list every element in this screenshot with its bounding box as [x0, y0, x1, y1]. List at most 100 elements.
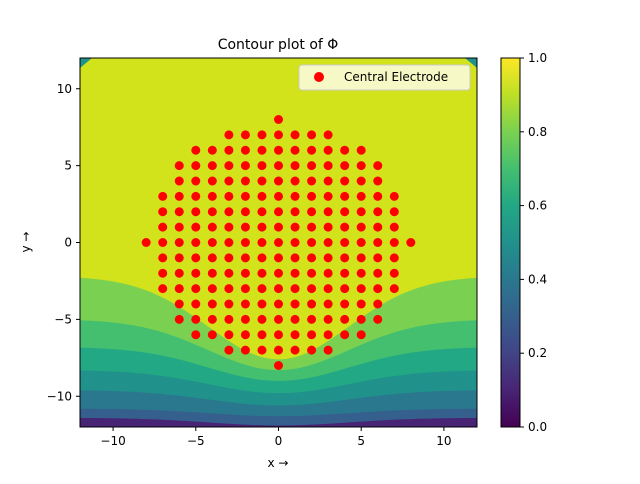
scatter-point [340, 207, 350, 217]
scatter-point [224, 161, 234, 171]
scatter-point [290, 345, 300, 355]
scatter-point [257, 314, 267, 324]
scatter-point [224, 330, 234, 340]
scatter-point [290, 176, 300, 186]
scatter-point [224, 176, 234, 186]
scatter-point [274, 115, 283, 124]
scatter-point [340, 268, 350, 278]
x-tick-label: 5 [357, 434, 365, 448]
scatter-point [257, 191, 267, 201]
scatter-point [240, 161, 250, 171]
scatter-point [373, 314, 383, 324]
scatter-point [406, 238, 416, 247]
scatter-point [174, 207, 184, 217]
scatter-point [290, 191, 300, 201]
scatter-point [356, 253, 366, 263]
scatter-point [356, 238, 366, 247]
scatter-point [323, 268, 333, 278]
scatter-point [174, 238, 184, 247]
scatter-point [158, 268, 168, 278]
scatter-point [356, 222, 366, 232]
scatter-point [174, 161, 184, 171]
scatter-point [290, 314, 300, 324]
scatter-point [207, 207, 217, 217]
scatter-point [323, 238, 333, 247]
scatter-point [389, 238, 399, 247]
scatter-point [340, 299, 350, 309]
scatter-point [191, 330, 201, 340]
scatter-point [224, 207, 234, 217]
scatter-point [373, 253, 383, 263]
scatter-point [207, 268, 217, 278]
scatter-point [158, 253, 168, 263]
scatter-point [290, 222, 300, 232]
scatter-point [323, 161, 333, 171]
scatter-point [290, 207, 300, 217]
x-tick-label: −5 [187, 434, 205, 448]
scatter-point [240, 238, 250, 247]
scatter-point [323, 330, 333, 340]
scatter-point [373, 268, 383, 278]
legend-label: Central Electrode [344, 70, 448, 84]
colorbar-tick-label: 0.6 [528, 199, 547, 213]
colorbar-tick-label: 0.0 [528, 420, 547, 434]
legend: Central Electrode [298, 64, 471, 91]
scatter-point [207, 284, 217, 294]
scatter-point [274, 330, 283, 340]
scatter-point [323, 207, 333, 217]
scatter-point [158, 207, 168, 217]
scatter-point [356, 145, 366, 155]
scatter-point [191, 207, 201, 217]
scatter-point [290, 238, 300, 247]
scatter-point [356, 191, 366, 201]
scatter-point [323, 253, 333, 263]
scatter-point [174, 284, 184, 294]
scatter-point [274, 161, 283, 171]
scatter-point [356, 330, 366, 340]
scatter-point [323, 130, 333, 140]
scatter-point [356, 314, 366, 324]
scatter-point [307, 176, 317, 186]
scatter-point [174, 299, 184, 309]
scatter-point [191, 238, 201, 247]
scatter-point [174, 314, 184, 324]
scatter-point [257, 330, 267, 340]
scatter-point [274, 253, 283, 263]
scatter-point [340, 222, 350, 232]
scatter-point [290, 130, 300, 140]
colorbar-tick-label: 0.2 [528, 346, 547, 360]
scatter-point [207, 299, 217, 309]
colorbar-gradient [500, 57, 521, 428]
scatter-point [257, 268, 267, 278]
scatter-point [240, 207, 250, 217]
scatter-point [323, 191, 333, 201]
scatter-point [356, 268, 366, 278]
scatter-point [207, 314, 217, 324]
scatter-point [290, 161, 300, 171]
scatter-point [191, 314, 201, 324]
scatter-point [340, 145, 350, 155]
scatter-point [174, 191, 184, 201]
scatter-point [224, 222, 234, 232]
scatter-point [257, 161, 267, 171]
scatter-point [307, 130, 317, 140]
scatter-point [240, 176, 250, 186]
scatter-point [191, 222, 201, 232]
scatter-point [240, 191, 250, 201]
scatter-point [356, 161, 366, 171]
scatter-point [373, 161, 383, 171]
contour-corner [80, 58, 92, 68]
scatter-point [191, 268, 201, 278]
scatter-point [240, 299, 250, 309]
scatter-point [191, 191, 201, 201]
scatter-point [224, 268, 234, 278]
scatter-point [240, 345, 250, 355]
scatter-point [274, 268, 283, 278]
scatter-point [240, 130, 250, 140]
scatter-point [240, 314, 250, 324]
scatter-point [307, 253, 317, 263]
y-tick-label: −5 [54, 312, 72, 326]
scatter-point [290, 299, 300, 309]
x-tick-label: 0 [275, 434, 283, 448]
